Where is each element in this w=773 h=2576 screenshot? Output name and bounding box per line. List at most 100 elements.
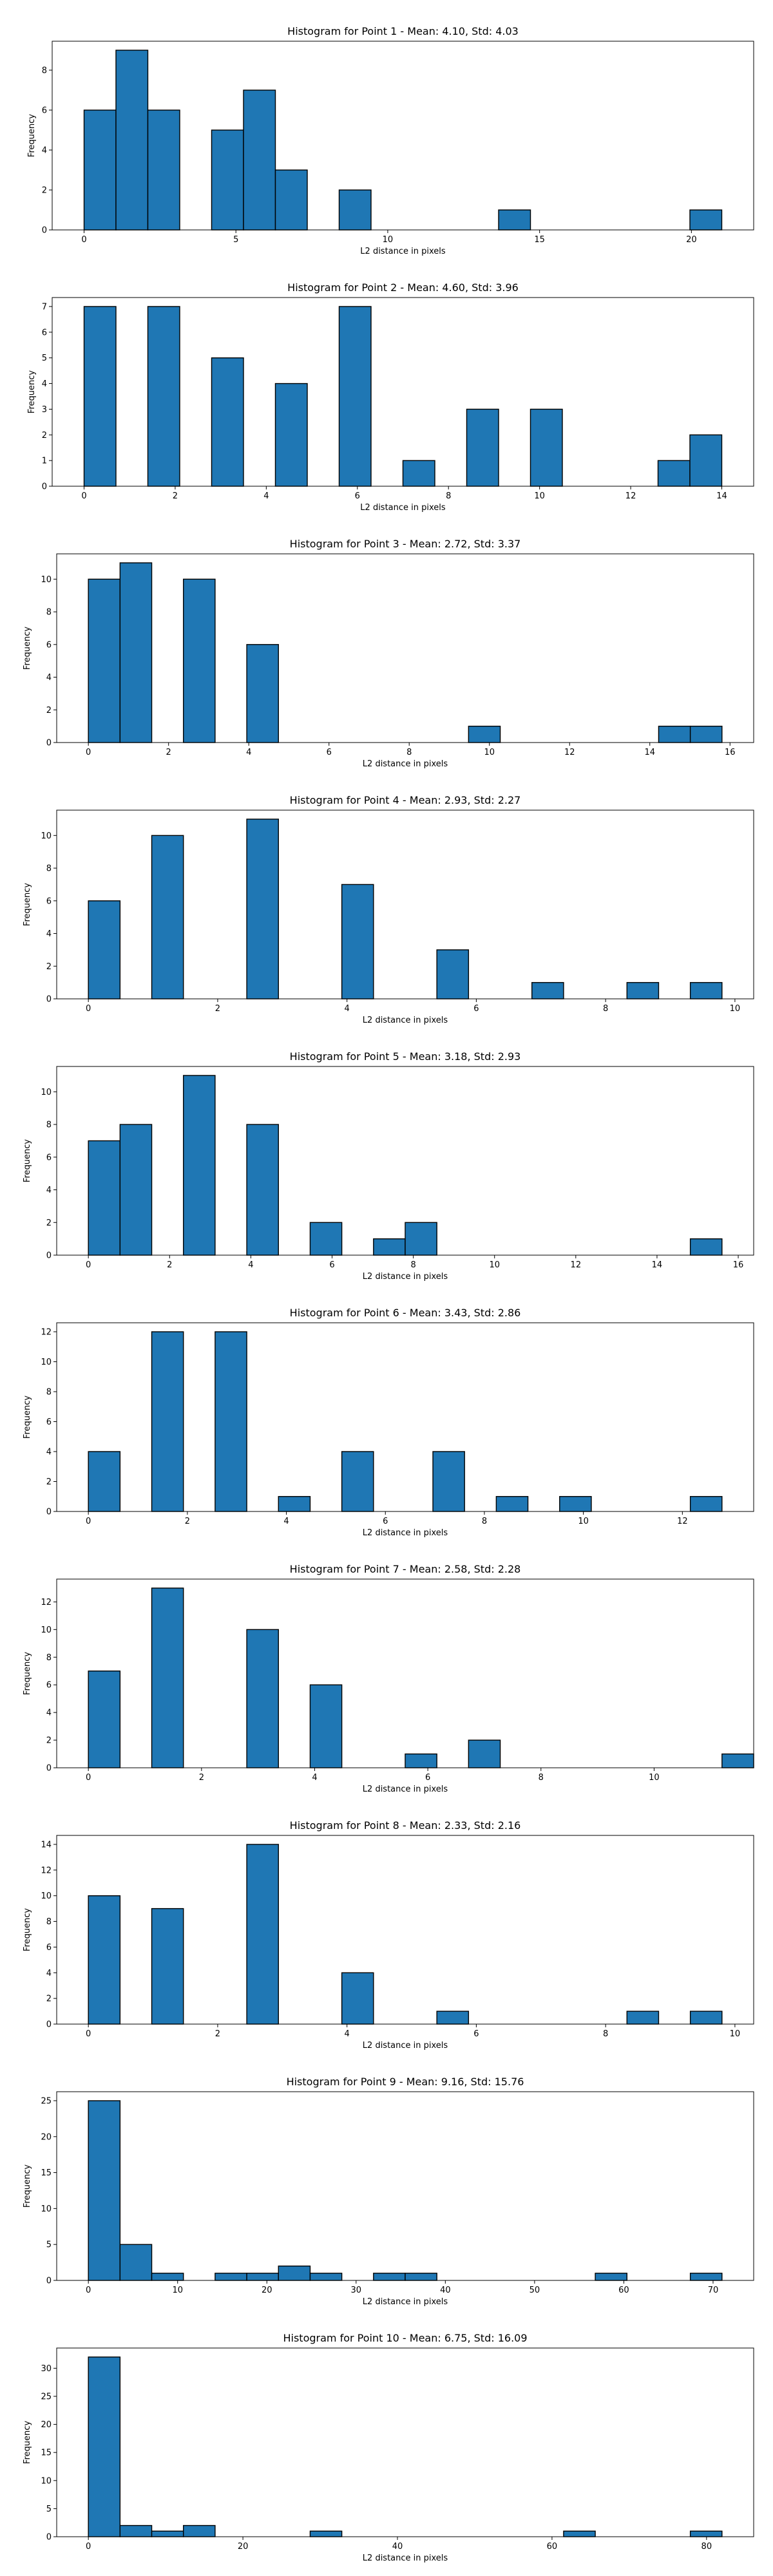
chart-8-xtick-label-6: 10 xyxy=(730,2029,741,2039)
chart-5-bar-6 xyxy=(373,1238,406,1256)
chart-1-bar-5 xyxy=(243,90,276,231)
chart-7-ytick-label-7: 12 xyxy=(41,1598,52,1607)
chart-9-xtick-label-4: 30 xyxy=(351,2286,362,2295)
chart-6-xtick-label-6: 10 xyxy=(578,1517,589,1526)
chart-8-ytick-label-3: 4 xyxy=(46,1969,52,1978)
chart-2-bar-1 xyxy=(83,306,117,487)
chart-5-bar-1 xyxy=(88,1140,121,1256)
chart-7-xtick-label-5: 8 xyxy=(539,1773,544,1783)
chart-9-bar-6 xyxy=(278,2265,311,2281)
chart-1-ylabel: Frequency xyxy=(27,114,37,157)
chart-9-ytick-label-1: 0 xyxy=(46,2277,52,2286)
chart-5-xtick-label-3: 4 xyxy=(248,1260,253,1270)
chart-6-xlabel: L2 distance in pixels xyxy=(363,1528,448,1538)
chart-3-ytick-label-4: 6 xyxy=(46,640,52,650)
chart-1-bar-1 xyxy=(83,109,117,231)
chart-7-bar-6 xyxy=(468,1739,501,1768)
chart-6-bar-1 xyxy=(88,1451,121,1512)
chart-9-ytick-label-2: 5 xyxy=(46,2240,52,2250)
chart-5-xtick-label-8: 14 xyxy=(652,1260,663,1270)
chart-9-bar-7 xyxy=(309,2273,343,2281)
chart-4-xtick-label-4: 6 xyxy=(473,1004,479,1014)
chart-9-bar-3 xyxy=(151,2273,184,2281)
chart-3-ytick-label-3: 4 xyxy=(46,673,52,683)
chart-2-bar-9 xyxy=(657,460,691,487)
chart-8-bar-2 xyxy=(151,1908,184,2025)
chart-5-bar-5 xyxy=(309,1222,343,1256)
chart-4-plot-frame xyxy=(56,810,754,999)
chart-7-ytick-label-4: 6 xyxy=(46,1681,52,1690)
chart-10-xlabel: L2 distance in pixels xyxy=(363,2553,448,2563)
chart-1-xtick-label-2: 5 xyxy=(233,235,238,245)
chart-6-ytick-label-4: 6 xyxy=(46,1417,52,1427)
chart-2-ytick-label-7: 6 xyxy=(42,328,47,337)
chart-5-title: Histogram for Point 5 - Mean: 3.18, Std:… xyxy=(290,1050,521,1063)
chart-7-bar-4 xyxy=(309,1684,343,1768)
chart-4-ytick-label-3: 4 xyxy=(46,929,52,939)
chart-1-bar-3 xyxy=(147,109,180,231)
chart-5-bar-8 xyxy=(689,1238,723,1256)
chart-3-bar-4 xyxy=(246,644,279,743)
chart-7-ylabel: Frequency xyxy=(23,1652,32,1695)
chart-5-ytick-label-6: 10 xyxy=(41,1088,52,1097)
chart-1-ytick-label-3: 4 xyxy=(42,146,47,155)
chart-8-bar-7 xyxy=(689,2011,723,2025)
chart-9-xlabel: L2 distance in pixels xyxy=(363,2297,448,2307)
chart-6-xtick-label-5: 8 xyxy=(482,1517,487,1526)
chart-5-xlabel: L2 distance in pixels xyxy=(363,1272,448,1282)
chart-3-title: Histogram for Point 3 - Mean: 2.72, Std:… xyxy=(290,538,521,550)
chart-1-bar-4 xyxy=(211,129,244,231)
chart-5-ytick-label-3: 4 xyxy=(46,1186,52,1195)
chart-4-bar-4 xyxy=(341,884,374,999)
chart-6-ytick-label-7: 12 xyxy=(41,1327,52,1337)
chart-7-ytick-label-3: 4 xyxy=(46,1709,52,1718)
chart-3-bar-5 xyxy=(468,725,501,743)
chart-4-ytick-label-5: 8 xyxy=(46,864,52,874)
chart-1-ytick-label-5: 8 xyxy=(42,66,47,75)
chart-5-ytick-label-1: 0 xyxy=(46,1251,52,1261)
chart-3-ytick-label-1: 0 xyxy=(46,739,52,748)
chart-4-xtick-label-2: 2 xyxy=(215,1004,220,1014)
chart-7-bar-2 xyxy=(151,1587,184,1768)
chart-6-xtick-label-1: 0 xyxy=(86,1517,91,1526)
chart-10-bar-1 xyxy=(88,2356,121,2537)
chart-4-title: Histogram for Point 4 - Mean: 2.93, Std:… xyxy=(290,794,521,806)
chart-1-ytick-label-2: 2 xyxy=(42,185,47,195)
chart-10-xtick-label-3: 40 xyxy=(392,2542,403,2552)
chart-10-ytick-label-5: 20 xyxy=(41,2420,52,2430)
chart-3-bar-3 xyxy=(183,578,216,743)
chart-7-bar-3 xyxy=(246,1629,279,1768)
chart-3-plot-frame xyxy=(56,553,754,743)
chart-10-ytick-label-2: 5 xyxy=(46,2505,52,2514)
chart-5-ytick-label-4: 6 xyxy=(46,1153,52,1162)
chart-4-ytick-label-1: 0 xyxy=(46,995,52,1005)
chart-5-bar-4 xyxy=(246,1124,279,1256)
chart-7-title: Histogram for Point 7 - Mean: 2.58, Std:… xyxy=(290,1563,521,1575)
chart-9-bar-9 xyxy=(405,2273,437,2281)
chart-8-xlabel: L2 distance in pixels xyxy=(363,2041,448,2050)
chart-10-ytick-label-4: 15 xyxy=(41,2448,52,2458)
chart-6-xtick-label-7: 12 xyxy=(677,1517,688,1526)
chart-2-xtick-label-5: 8 xyxy=(446,491,451,501)
chart-9-ytick-label-6: 25 xyxy=(41,2096,52,2106)
chart-9-xtick-label-8: 70 xyxy=(708,2286,719,2295)
chart-10-ytick-label-3: 10 xyxy=(41,2476,52,2486)
chart-7-ytick-label-5: 8 xyxy=(46,1653,52,1663)
chart-7-xtick-label-4: 6 xyxy=(425,1773,430,1783)
chart-9-bar-4 xyxy=(215,2273,247,2281)
chart-9-plot-frame xyxy=(56,2091,754,2281)
chart-3-bar-2 xyxy=(119,562,153,743)
chart-10-xtick-label-5: 80 xyxy=(701,2542,712,2552)
chart-6-bar-5 xyxy=(341,1451,374,1512)
chart-8-title: Histogram for Point 8 - Mean: 2.33, Std:… xyxy=(290,1819,521,1832)
chart-2-bar-10 xyxy=(689,434,723,487)
chart-4-xtick-label-3: 4 xyxy=(345,1004,350,1014)
chart-10-bar-2 xyxy=(119,2524,153,2537)
chart-2-plot-frame xyxy=(52,297,754,487)
chart-7-xtick-label-2: 2 xyxy=(199,1773,204,1783)
chart-6-ytick-label-6: 10 xyxy=(41,1358,52,1367)
chart-10-title: Histogram for Point 10 - Mean: 6.75, Std… xyxy=(283,2332,527,2344)
chart-5-xtick-label-1: 0 xyxy=(86,1260,91,1270)
chart-9-bar-2 xyxy=(119,2244,153,2281)
